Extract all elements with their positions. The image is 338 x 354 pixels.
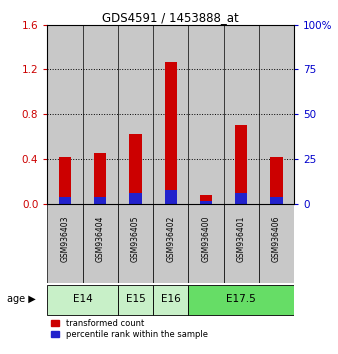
Text: GSM936405: GSM936405 xyxy=(131,216,140,262)
FancyBboxPatch shape xyxy=(47,285,118,315)
Bar xyxy=(129,134,142,204)
FancyBboxPatch shape xyxy=(47,204,82,283)
Text: E14: E14 xyxy=(73,294,93,304)
Bar xyxy=(188,25,223,204)
Text: GSM936406: GSM936406 xyxy=(272,216,281,262)
FancyBboxPatch shape xyxy=(82,204,118,283)
Legend: transformed count, percentile rank within the sample: transformed count, percentile rank withi… xyxy=(51,319,208,339)
Bar xyxy=(59,197,71,204)
Bar xyxy=(59,156,71,204)
Text: GSM936402: GSM936402 xyxy=(166,216,175,262)
Bar xyxy=(118,25,153,204)
Text: E15: E15 xyxy=(125,294,145,304)
Bar xyxy=(47,25,82,204)
FancyBboxPatch shape xyxy=(223,204,259,283)
Bar xyxy=(153,25,188,204)
Bar xyxy=(165,62,177,204)
Title: GDS4591 / 1453888_at: GDS4591 / 1453888_at xyxy=(102,11,239,24)
Bar xyxy=(94,153,106,204)
FancyBboxPatch shape xyxy=(153,204,188,283)
Bar xyxy=(200,195,212,204)
Text: age ▶: age ▶ xyxy=(7,294,35,304)
Bar xyxy=(235,193,247,204)
FancyBboxPatch shape xyxy=(259,204,294,283)
FancyBboxPatch shape xyxy=(153,285,188,315)
Text: E17.5: E17.5 xyxy=(226,294,256,304)
FancyBboxPatch shape xyxy=(118,204,153,283)
Bar xyxy=(270,197,283,204)
Bar xyxy=(129,193,142,204)
Bar xyxy=(82,25,118,204)
Text: GSM936401: GSM936401 xyxy=(237,216,246,262)
Bar xyxy=(270,156,283,204)
FancyBboxPatch shape xyxy=(188,285,294,315)
Bar xyxy=(259,25,294,204)
Bar xyxy=(235,125,247,204)
Bar xyxy=(200,201,212,204)
FancyBboxPatch shape xyxy=(118,285,153,315)
FancyBboxPatch shape xyxy=(188,204,223,283)
Text: GSM936403: GSM936403 xyxy=(61,216,69,262)
Text: E16: E16 xyxy=(161,294,180,304)
Text: GSM936400: GSM936400 xyxy=(201,216,211,262)
Bar xyxy=(165,190,177,204)
Bar xyxy=(94,197,106,204)
Text: GSM936404: GSM936404 xyxy=(96,216,105,262)
Bar xyxy=(223,25,259,204)
